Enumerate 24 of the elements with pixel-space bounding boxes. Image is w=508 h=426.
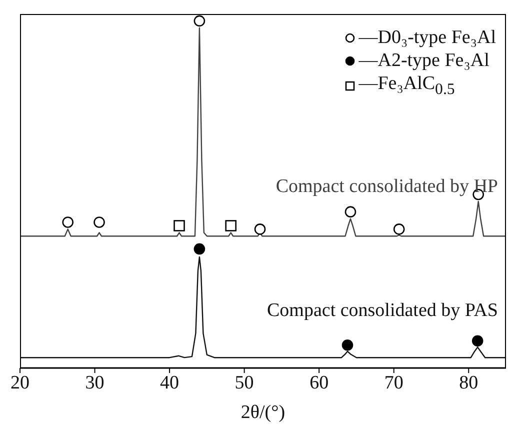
x-axis-title: 2θ/(°)	[240, 402, 286, 423]
point	[94, 216, 105, 228]
x-tick-label: 60	[310, 372, 329, 394]
series-label: Compact consolidated by PAS	[267, 300, 498, 322]
x-tick-label: 30	[85, 372, 104, 394]
point	[472, 335, 484, 347]
point	[194, 15, 206, 27]
point	[62, 216, 74, 228]
legend-label: —D0₃-type Fe₃Al	[358, 26, 496, 49]
legend-label: —A2-type Fe₃Al	[358, 49, 490, 72]
point	[342, 339, 354, 351]
x-tick-label: 80	[459, 372, 478, 394]
x-tick-label: 40	[160, 372, 180, 394]
x-tick-label: 20	[10, 372, 30, 394]
point	[344, 206, 356, 218]
series-label: Compact consolidated by HP	[276, 176, 498, 198]
point	[194, 243, 206, 255]
point	[225, 220, 236, 232]
point	[174, 220, 185, 232]
point	[393, 224, 405, 235]
x-tick-label: 50	[234, 372, 254, 394]
point	[254, 224, 266, 235]
legend-label: —Fe₃AlC$_{0.5}$	[358, 72, 455, 100]
x-tick-label: 70	[384, 372, 404, 394]
